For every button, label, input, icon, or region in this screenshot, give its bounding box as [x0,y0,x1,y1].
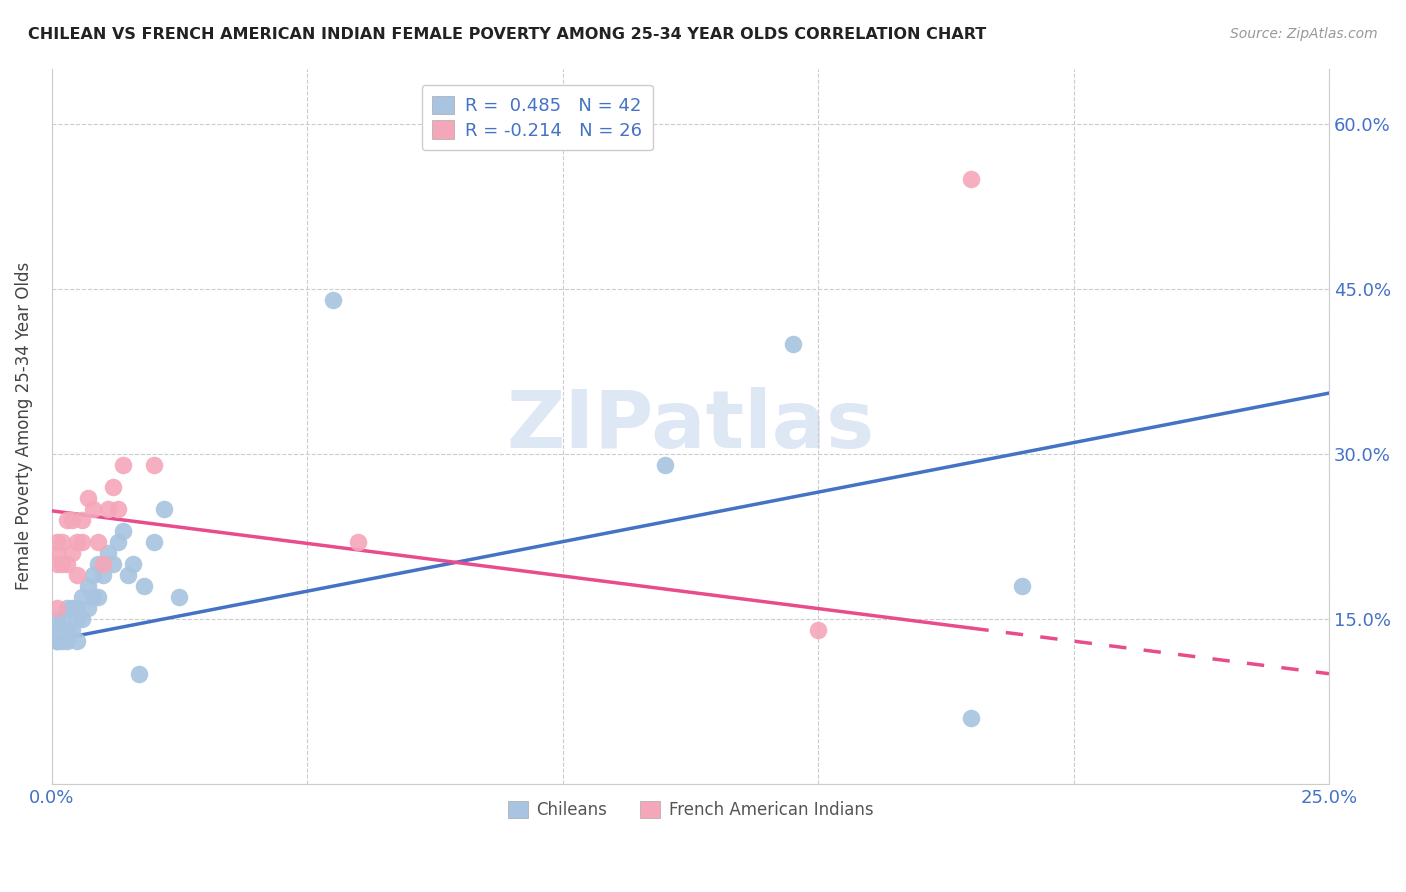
Point [72,612,94,626]
Point [142,458,165,472]
Point [66,534,89,549]
Point [45,600,67,615]
Point [51,633,73,648]
Point [97,501,120,516]
Point [87,557,110,571]
Point [101,557,124,571]
Y-axis label: Female Poverty Among 25-34 Year Olds: Female Poverty Among 25-34 Year Olds [15,262,32,591]
Legend: Chileans, French American Indians: Chileans, French American Indians [501,794,880,825]
Point [56,623,79,637]
Point [72,590,94,604]
Point [1011,579,1033,593]
Point [122,557,145,571]
Point [66,600,89,615]
Point [87,534,110,549]
Point [51,612,73,626]
Point [45,557,67,571]
Point [82,567,104,582]
Point [45,534,67,549]
Text: Source: ZipAtlas.com: Source: ZipAtlas.com [1230,27,1378,41]
Point [60,513,83,527]
Point [66,633,89,648]
Point [76,579,98,593]
Point [76,491,98,505]
Point [117,567,139,582]
Point [654,458,676,472]
Point [91,557,114,571]
Point [60,623,83,637]
Point [51,623,73,637]
Point [51,623,73,637]
Point [45,623,67,637]
Point [56,557,79,571]
Point [960,711,983,725]
Point [142,534,165,549]
Point [107,501,129,516]
Point [51,557,73,571]
Point [112,524,135,538]
Point [322,293,344,307]
Point [347,534,370,549]
Point [82,501,104,516]
Point [72,534,94,549]
Point [56,633,79,648]
Point [45,623,67,637]
Point [112,458,135,472]
Point [107,534,129,549]
Point [56,513,79,527]
Point [76,600,98,615]
Point [60,600,83,615]
Point [101,480,124,494]
Point [960,171,983,186]
Point [91,567,114,582]
Point [45,633,67,648]
Point [87,590,110,604]
Point [782,336,804,351]
Point [51,534,73,549]
Point [97,546,120,560]
Point [60,546,83,560]
Point [56,600,79,615]
Point [72,513,94,527]
Point [153,501,176,516]
Point [45,612,67,626]
Point [169,590,191,604]
Point [45,546,67,560]
Point [45,633,67,648]
Point [132,579,155,593]
Point [66,567,89,582]
Text: CHILEAN VS FRENCH AMERICAN INDIAN FEMALE POVERTY AMONG 25-34 YEAR OLDS CORRELATI: CHILEAN VS FRENCH AMERICAN INDIAN FEMALE… [28,27,987,42]
Point [66,612,89,626]
Point [128,666,150,681]
Point [807,623,830,637]
Text: ZIPatlas: ZIPatlas [506,387,875,465]
Point [82,590,104,604]
